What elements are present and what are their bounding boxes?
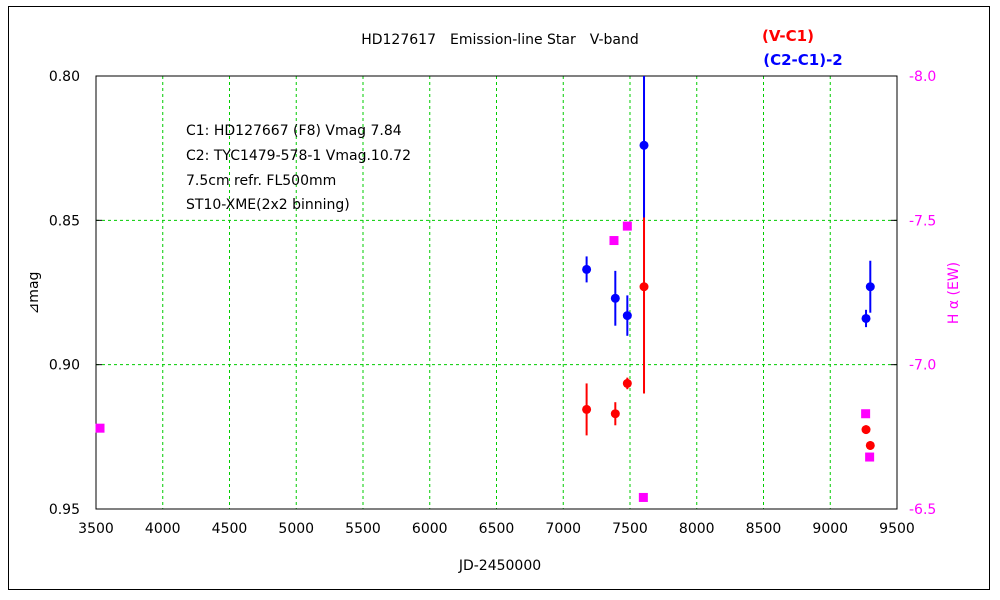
x-axis-label: JD-2450000 [458,558,541,574]
chart-title: HD127617 Emission-line Star V-band [361,32,639,48]
halpha-point [638,492,648,502]
halpha-point [865,452,875,462]
data-point [610,293,620,303]
annotation-camera: ST10-XME(2x2 binning) [186,197,350,213]
x-tick-label: 4500 [212,521,248,537]
data-point [622,378,632,388]
plot-area [95,75,898,510]
x-tick-label: 5000 [278,521,314,537]
halpha-point [861,409,871,419]
y-right-tick-label: -7.0 [909,358,936,374]
data-point [865,440,875,450]
x-tick-label: 8500 [746,521,782,537]
data-point [582,264,592,274]
x-tick-label: 9000 [812,521,848,537]
chart-frame [8,6,990,590]
legend-v-c1: (V-C1) [762,27,814,45]
y-right-tick-label: -6.5 [909,502,936,518]
data-point [639,282,649,292]
axis-ticks: 3500 4000 4500 5000 5500 6000 6500 7000 7500 8000… [49,69,937,537]
annotation-c1: C1: HD127667 (F8) Vmag 7.84 [186,123,402,139]
data-point [861,425,871,435]
data-point [610,409,620,419]
x-tick-label: 7500 [612,521,648,537]
halpha-point [609,236,619,246]
x-tick-label: 6000 [412,521,448,537]
y-axis-left-label: ⊿mag [26,272,42,315]
annotation-telescope: 7.5cm refr. FL500mm [186,173,336,189]
halpha-point [95,423,105,433]
y-left-tick-label: 0.80 [49,69,80,85]
y-axis-right-label: H α (EW) [946,262,962,324]
data-point [639,140,649,150]
data-point [582,404,592,414]
data-point [865,282,875,292]
x-tick-label: 9500 [879,521,915,537]
halpha-point [622,221,632,231]
y-right-tick-label: -7.5 [909,213,936,229]
y-left-tick-label: 0.85 [49,213,80,229]
x-tick-label: 3500 [78,521,114,537]
grid-lines [96,76,897,509]
legend-c2-c1: (C2-C1)-2 [763,51,843,69]
x-tick-label: 6500 [479,521,515,537]
x-tick-label: 5500 [345,521,381,537]
y-left-tick-label: 0.90 [49,358,80,374]
x-tick-label: 4000 [145,521,181,537]
x-tick-label: 7000 [545,521,581,537]
y-left-tick-label: 0.95 [49,502,80,518]
x-tick-label: 8000 [679,521,715,537]
data-point [861,313,871,323]
data-point [622,311,632,321]
data-marks [95,76,875,502]
y-right-tick-label: -8.0 [909,69,936,85]
annotation-c2: C2: TYC1479-578-1 Vmag.10.72 [186,148,411,164]
